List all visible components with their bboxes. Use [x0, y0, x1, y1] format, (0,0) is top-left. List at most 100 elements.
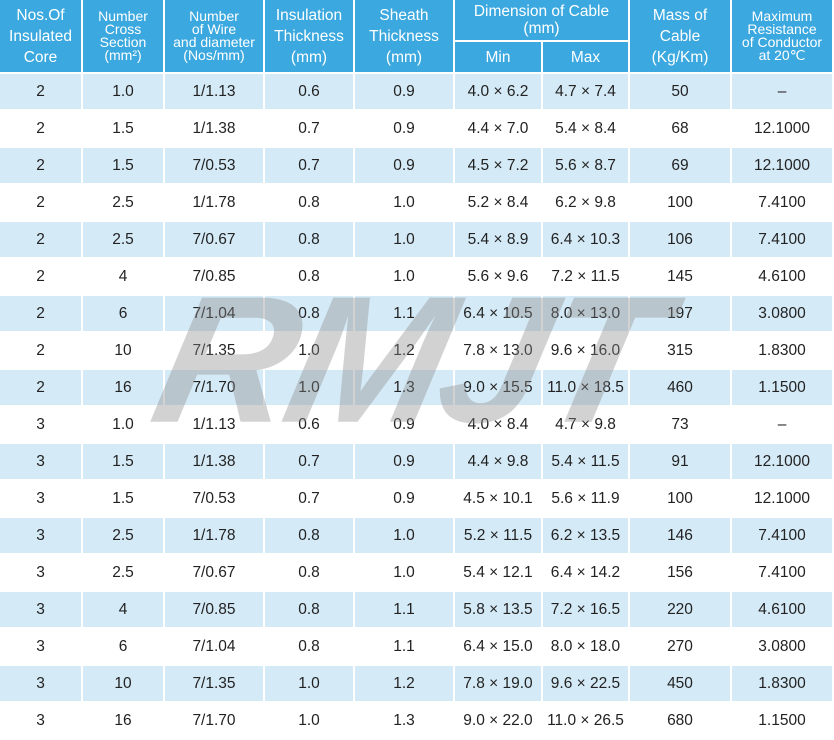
table-cell: 3	[0, 555, 83, 592]
text-line: 12.1000	[753, 119, 811, 137]
table-cell: 7/0.67	[165, 555, 265, 592]
text-line: Cable	[659, 27, 701, 45]
table-cell: 7.2 × 16.5	[543, 592, 630, 629]
text-line: 73	[671, 415, 689, 433]
table-cell: 1.0	[83, 74, 165, 111]
text-line: 100	[667, 193, 693, 211]
table-cell: –	[732, 407, 834, 444]
text-line: 450	[667, 674, 693, 692]
table-cell: 1.1	[355, 629, 455, 666]
table-cell: 1.1500	[732, 703, 834, 740]
text-line: 1.5	[112, 452, 134, 470]
text-line: Number	[98, 8, 148, 24]
text-line: 0.9	[393, 452, 415, 470]
text-line: Insulated	[9, 27, 72, 45]
text-line: Max	[570, 48, 601, 66]
text-line: 6.4 × 10.5	[463, 304, 533, 322]
text-line: 1.0	[393, 193, 415, 211]
table-cell: 4.4 × 9.8	[455, 444, 543, 481]
text-line: 7/0.53	[192, 156, 236, 174]
table-cell: 4.4 × 7.0	[455, 111, 543, 148]
table-cell: 6.4 × 10.5	[455, 296, 543, 333]
table-cell: 0.9	[355, 444, 455, 481]
table-cell: 16	[83, 703, 165, 740]
table-cell: 7.8 × 19.0	[455, 666, 543, 703]
text-line: 2	[36, 378, 45, 396]
table-cell: 1.3	[355, 370, 455, 407]
header-cell: Maximum Resistance of Conductor at 20℃	[732, 0, 834, 74]
text-line: 0.9	[393, 82, 415, 100]
table-cell: 5.4 × 11.5	[543, 444, 630, 481]
text-line: 1/1.78	[192, 193, 236, 211]
table-cell: 1.2	[355, 333, 455, 370]
table-cell: 0.9	[355, 407, 455, 444]
table-cell: 2	[0, 148, 83, 185]
table-cell: 1.5	[83, 444, 165, 481]
table-cell: 1/1.38	[165, 111, 265, 148]
text-line: 1.0	[112, 415, 134, 433]
table-cell: 1.0	[355, 222, 455, 259]
text-line: 0.9	[393, 156, 415, 174]
text-line: 315	[667, 341, 693, 359]
table-cell: 3	[0, 407, 83, 444]
text-line: 0.7	[298, 452, 320, 470]
table-cell: 2.5	[83, 518, 165, 555]
table-cell: 100	[630, 481, 732, 518]
text-line: 3	[36, 637, 45, 655]
table-cell: 0.9	[355, 148, 455, 185]
text-line: of Conductor	[741, 34, 823, 50]
text-line: 4.4 × 7.0	[467, 119, 529, 137]
table-cell: 1/1.38	[165, 444, 265, 481]
table-cell: 7/1.35	[165, 333, 265, 370]
text-line: 7/1.70	[192, 711, 236, 729]
text-line: 3	[36, 489, 45, 507]
table-cell: 3	[0, 481, 83, 518]
table-cell: 4.6100	[732, 259, 834, 296]
table-cell: 5.4 × 12.1	[455, 555, 543, 592]
table-cell: 145	[630, 259, 732, 296]
text-line: 1.0	[393, 563, 415, 581]
text-line: 5.6 × 9.6	[467, 267, 529, 285]
text-line: 7/1.35	[192, 674, 236, 692]
table-cell: 2	[0, 111, 83, 148]
text-line: 0.7	[298, 156, 320, 174]
text-line: 0.8	[298, 230, 320, 248]
text-line: 460	[667, 378, 693, 396]
text-line: 2	[36, 119, 45, 137]
text-line: 91	[671, 452, 689, 470]
text-line: 1.1	[393, 600, 415, 618]
text-line: 5.4 × 11.5	[551, 452, 620, 470]
table-cell: 7.4100	[732, 185, 834, 222]
table-cell: 2	[0, 296, 83, 333]
table-cell: 7/0.53	[165, 481, 265, 518]
table-cell: 68	[630, 111, 732, 148]
text-line: 0.9	[393, 489, 415, 507]
text-line: 10	[114, 341, 132, 359]
text-line: 6.4 × 15.0	[463, 637, 533, 655]
text-line: –	[777, 415, 787, 433]
text-line: 9.0 × 15.5	[463, 378, 533, 396]
text-line: 1.3	[393, 711, 415, 729]
text-line: Sheath	[379, 6, 429, 24]
table-cell: 1.8300	[732, 333, 834, 370]
text-line: Maximum	[751, 8, 813, 24]
text-line: 4	[118, 267, 128, 285]
text-line: 7.4100	[758, 193, 806, 211]
text-line: 7.8 × 19.0	[463, 674, 533, 692]
table-cell: 4.0 × 8.4	[455, 407, 543, 444]
header-subcell: Min	[455, 42, 543, 74]
table-cell: 1.3	[355, 703, 455, 740]
text-line: 0.7	[298, 119, 320, 137]
text-line: 0.9	[393, 119, 415, 137]
text-line: 5.8 × 13.5	[463, 600, 533, 618]
table-cell: 5.4 × 8.4	[543, 111, 630, 148]
text-line: 69	[671, 156, 689, 174]
text-line: 4.7 × 9.8	[555, 415, 616, 433]
text-line: 2.5	[112, 193, 134, 211]
text-line: 5.2 × 8.4	[467, 193, 529, 211]
table-cell: 1/1.78	[165, 185, 265, 222]
table-cell: 6	[83, 629, 165, 666]
table-cell: 6.2 × 9.8	[543, 185, 630, 222]
text-line: 1/1.38	[192, 119, 236, 137]
